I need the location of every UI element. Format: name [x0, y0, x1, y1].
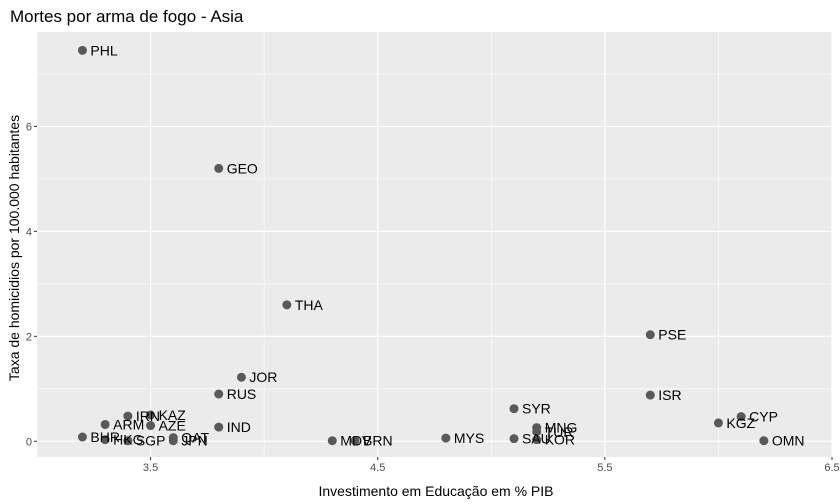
data-point [168, 436, 178, 446]
point-label: PSE [658, 327, 686, 343]
point-label: MDV [340, 433, 372, 449]
point-label: CYP [749, 409, 778, 425]
data-point [123, 436, 133, 446]
data-points [77, 45, 769, 446]
point-label: KOR [545, 432, 575, 448]
data-point [645, 330, 655, 340]
data-point [77, 432, 87, 442]
data-point [100, 435, 110, 445]
data-point [509, 434, 519, 444]
plot-panel [37, 32, 832, 457]
y-tick-label: 6 [26, 121, 32, 133]
point-label: THA [295, 297, 324, 313]
point-label: AZE [159, 418, 186, 434]
data-point [282, 300, 292, 310]
point-label: ISR [658, 387, 681, 403]
axis-ticks [34, 125, 833, 460]
data-point [100, 419, 110, 429]
point-label: OMN [772, 433, 805, 449]
data-point [350, 436, 360, 446]
data-point [214, 422, 224, 432]
point-label: PHL [90, 42, 117, 58]
y-tick-label: 2 [26, 331, 32, 343]
point-label: TUR [545, 424, 574, 440]
y-tick-label: 4 [26, 226, 32, 238]
y-axis-label: Taxa de homicidios por 100.000 habitante… [6, 115, 22, 381]
data-point [532, 427, 542, 437]
data-point [441, 433, 451, 443]
point-label: KAZ [159, 407, 187, 423]
data-point [759, 436, 769, 446]
point-label: SAU [522, 431, 551, 447]
point-label: JPN [181, 433, 207, 449]
y-tick-label: 0 [26, 436, 32, 448]
data-point [123, 411, 133, 421]
point-label: RUS [227, 386, 257, 402]
data-point [236, 372, 246, 382]
point-label: GEO [227, 160, 258, 176]
data-point [509, 404, 519, 414]
x-axis-label: Investimento em Educação em % PIB [319, 483, 554, 499]
point-label: BHR [90, 429, 120, 445]
point-label: SGP [136, 433, 166, 449]
point-label: KGZ [726, 415, 755, 431]
point-label: ARM [113, 416, 144, 432]
point-label: IRN [136, 408, 160, 424]
data-point [327, 436, 337, 446]
chart-title: Mortes por arma de fogo - Asia [10, 7, 244, 26]
point-label: MYS [454, 430, 484, 446]
tick-labels: 3.5 4.5 5.5 6.5 0 2 4 6 [26, 121, 840, 474]
point-label: MNG [545, 420, 578, 436]
point-label: SYR [522, 401, 551, 417]
x-tick-label: 5.5 [597, 462, 612, 474]
point-label: QAT [181, 430, 209, 446]
data-point [77, 45, 87, 55]
grid-minor [36, 32, 832, 457]
point-label: JOR [249, 369, 277, 385]
data-point [214, 389, 224, 399]
x-tick-label: 6.5 [824, 462, 839, 474]
x-tick-label: 4.5 [370, 462, 385, 474]
data-point [146, 421, 156, 431]
data-point [532, 435, 542, 445]
data-point [736, 412, 746, 422]
point-label: BRN [363, 433, 393, 449]
point-label: HKG [113, 432, 143, 448]
data-point [713, 418, 723, 428]
data-point [214, 163, 224, 173]
data-point [146, 410, 156, 420]
grid-major [37, 32, 833, 457]
data-point [645, 390, 655, 400]
x-tick-label: 3.5 [143, 462, 158, 474]
point-label: IND [227, 419, 251, 435]
